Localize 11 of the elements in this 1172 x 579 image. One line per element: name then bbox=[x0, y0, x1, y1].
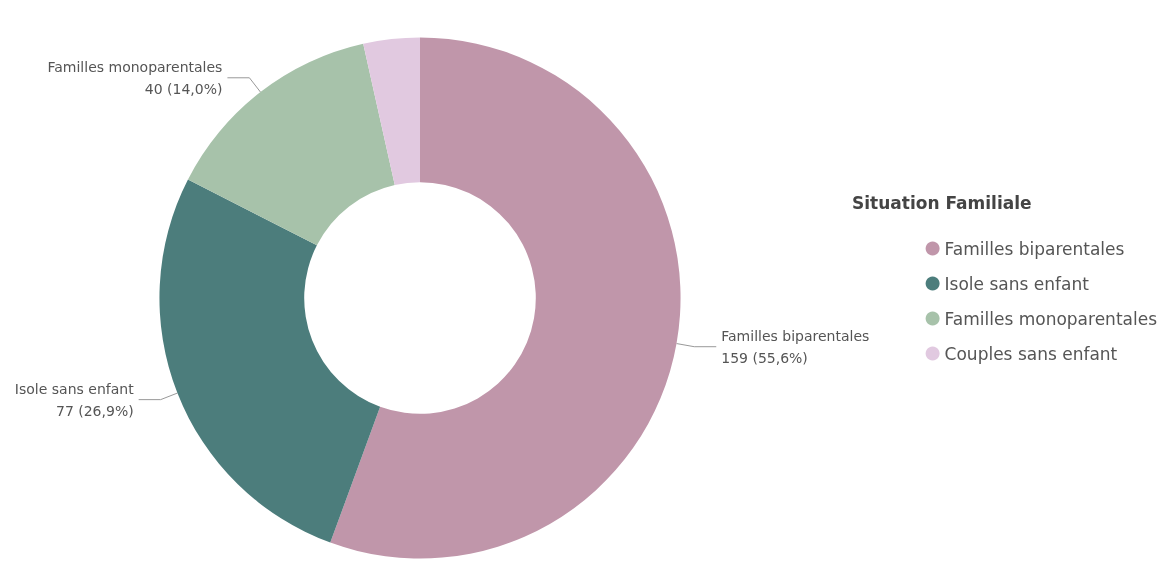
legend-title: Situation Familiale bbox=[852, 192, 1032, 213]
legend-label: Familles monoparentales bbox=[944, 308, 1158, 329]
legend-label: Familles biparentales bbox=[944, 238, 1125, 259]
legend-label: Isole sans enfant bbox=[944, 273, 1090, 294]
slice-label: Isole sans enfant bbox=[14, 380, 135, 397]
slice-label: Familles monoparentales bbox=[47, 58, 223, 75]
data-label: 40 (14,0%) bbox=[144, 80, 223, 97]
slice-label: Familles biparentales bbox=[721, 327, 870, 344]
data-label: 77 (26,9%) bbox=[55, 402, 134, 419]
legend-label: Couples sans enfant bbox=[944, 343, 1118, 364]
data-label: 159 (55,6%) bbox=[721, 349, 808, 366]
